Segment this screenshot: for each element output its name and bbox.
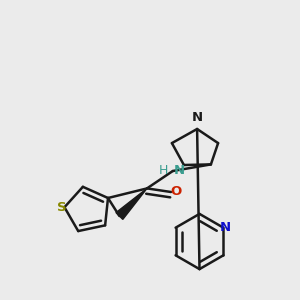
Text: O: O [171,185,182,198]
Text: S: S [57,201,67,214]
Text: N: N [220,221,231,234]
Polygon shape [116,188,147,219]
Text: N: N [191,112,203,124]
Text: N: N [173,164,184,177]
Text: H: H [159,164,168,177]
